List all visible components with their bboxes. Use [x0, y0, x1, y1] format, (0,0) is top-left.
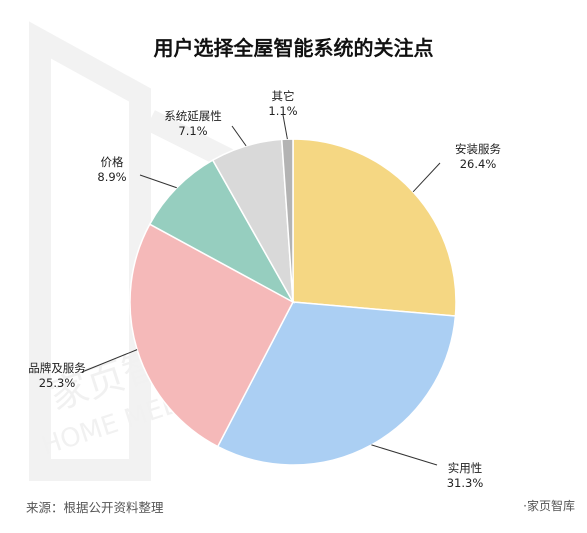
- brand-note: ·家页智库: [523, 499, 575, 513]
- slice-value-3: 25.3%: [39, 376, 76, 390]
- leader-line-4: [139, 174, 177, 189]
- slice-value-6: 1.1%: [268, 104, 297, 118]
- slice-label-2: 实用性: [448, 461, 483, 475]
- source-note: 来源：根据公开资料整理: [26, 500, 164, 515]
- leader-line-3: [81, 349, 138, 373]
- slice-label-5: 系统延展性: [164, 109, 222, 123]
- pie-slice-1: [292, 138, 457, 317]
- leader-line-2: [371, 444, 438, 466]
- leader-line-6: [282, 114, 288, 140]
- slice-value-2: 31.3%: [447, 476, 484, 490]
- slice-label-4: 价格: [101, 155, 124, 169]
- pie-slice-4: [148, 159, 295, 304]
- slice-value-4: 8.9%: [97, 170, 126, 184]
- pie-slice-3: [129, 223, 295, 448]
- slice-value-5: 7.1%: [178, 124, 207, 138]
- slice-value-1: 26.4%: [460, 157, 497, 171]
- leader-line-5: [231, 125, 247, 147]
- slice-label-6: 其它: [272, 89, 295, 103]
- slice-label-1: 安装服务: [455, 142, 501, 156]
- leader-line-1: [412, 162, 441, 193]
- pie-slice-2: [216, 301, 457, 466]
- slice-label-3: 品牌及服务: [28, 361, 86, 375]
- chart-title: 用户选择全屋智能系统的关注点: [153, 36, 434, 60]
